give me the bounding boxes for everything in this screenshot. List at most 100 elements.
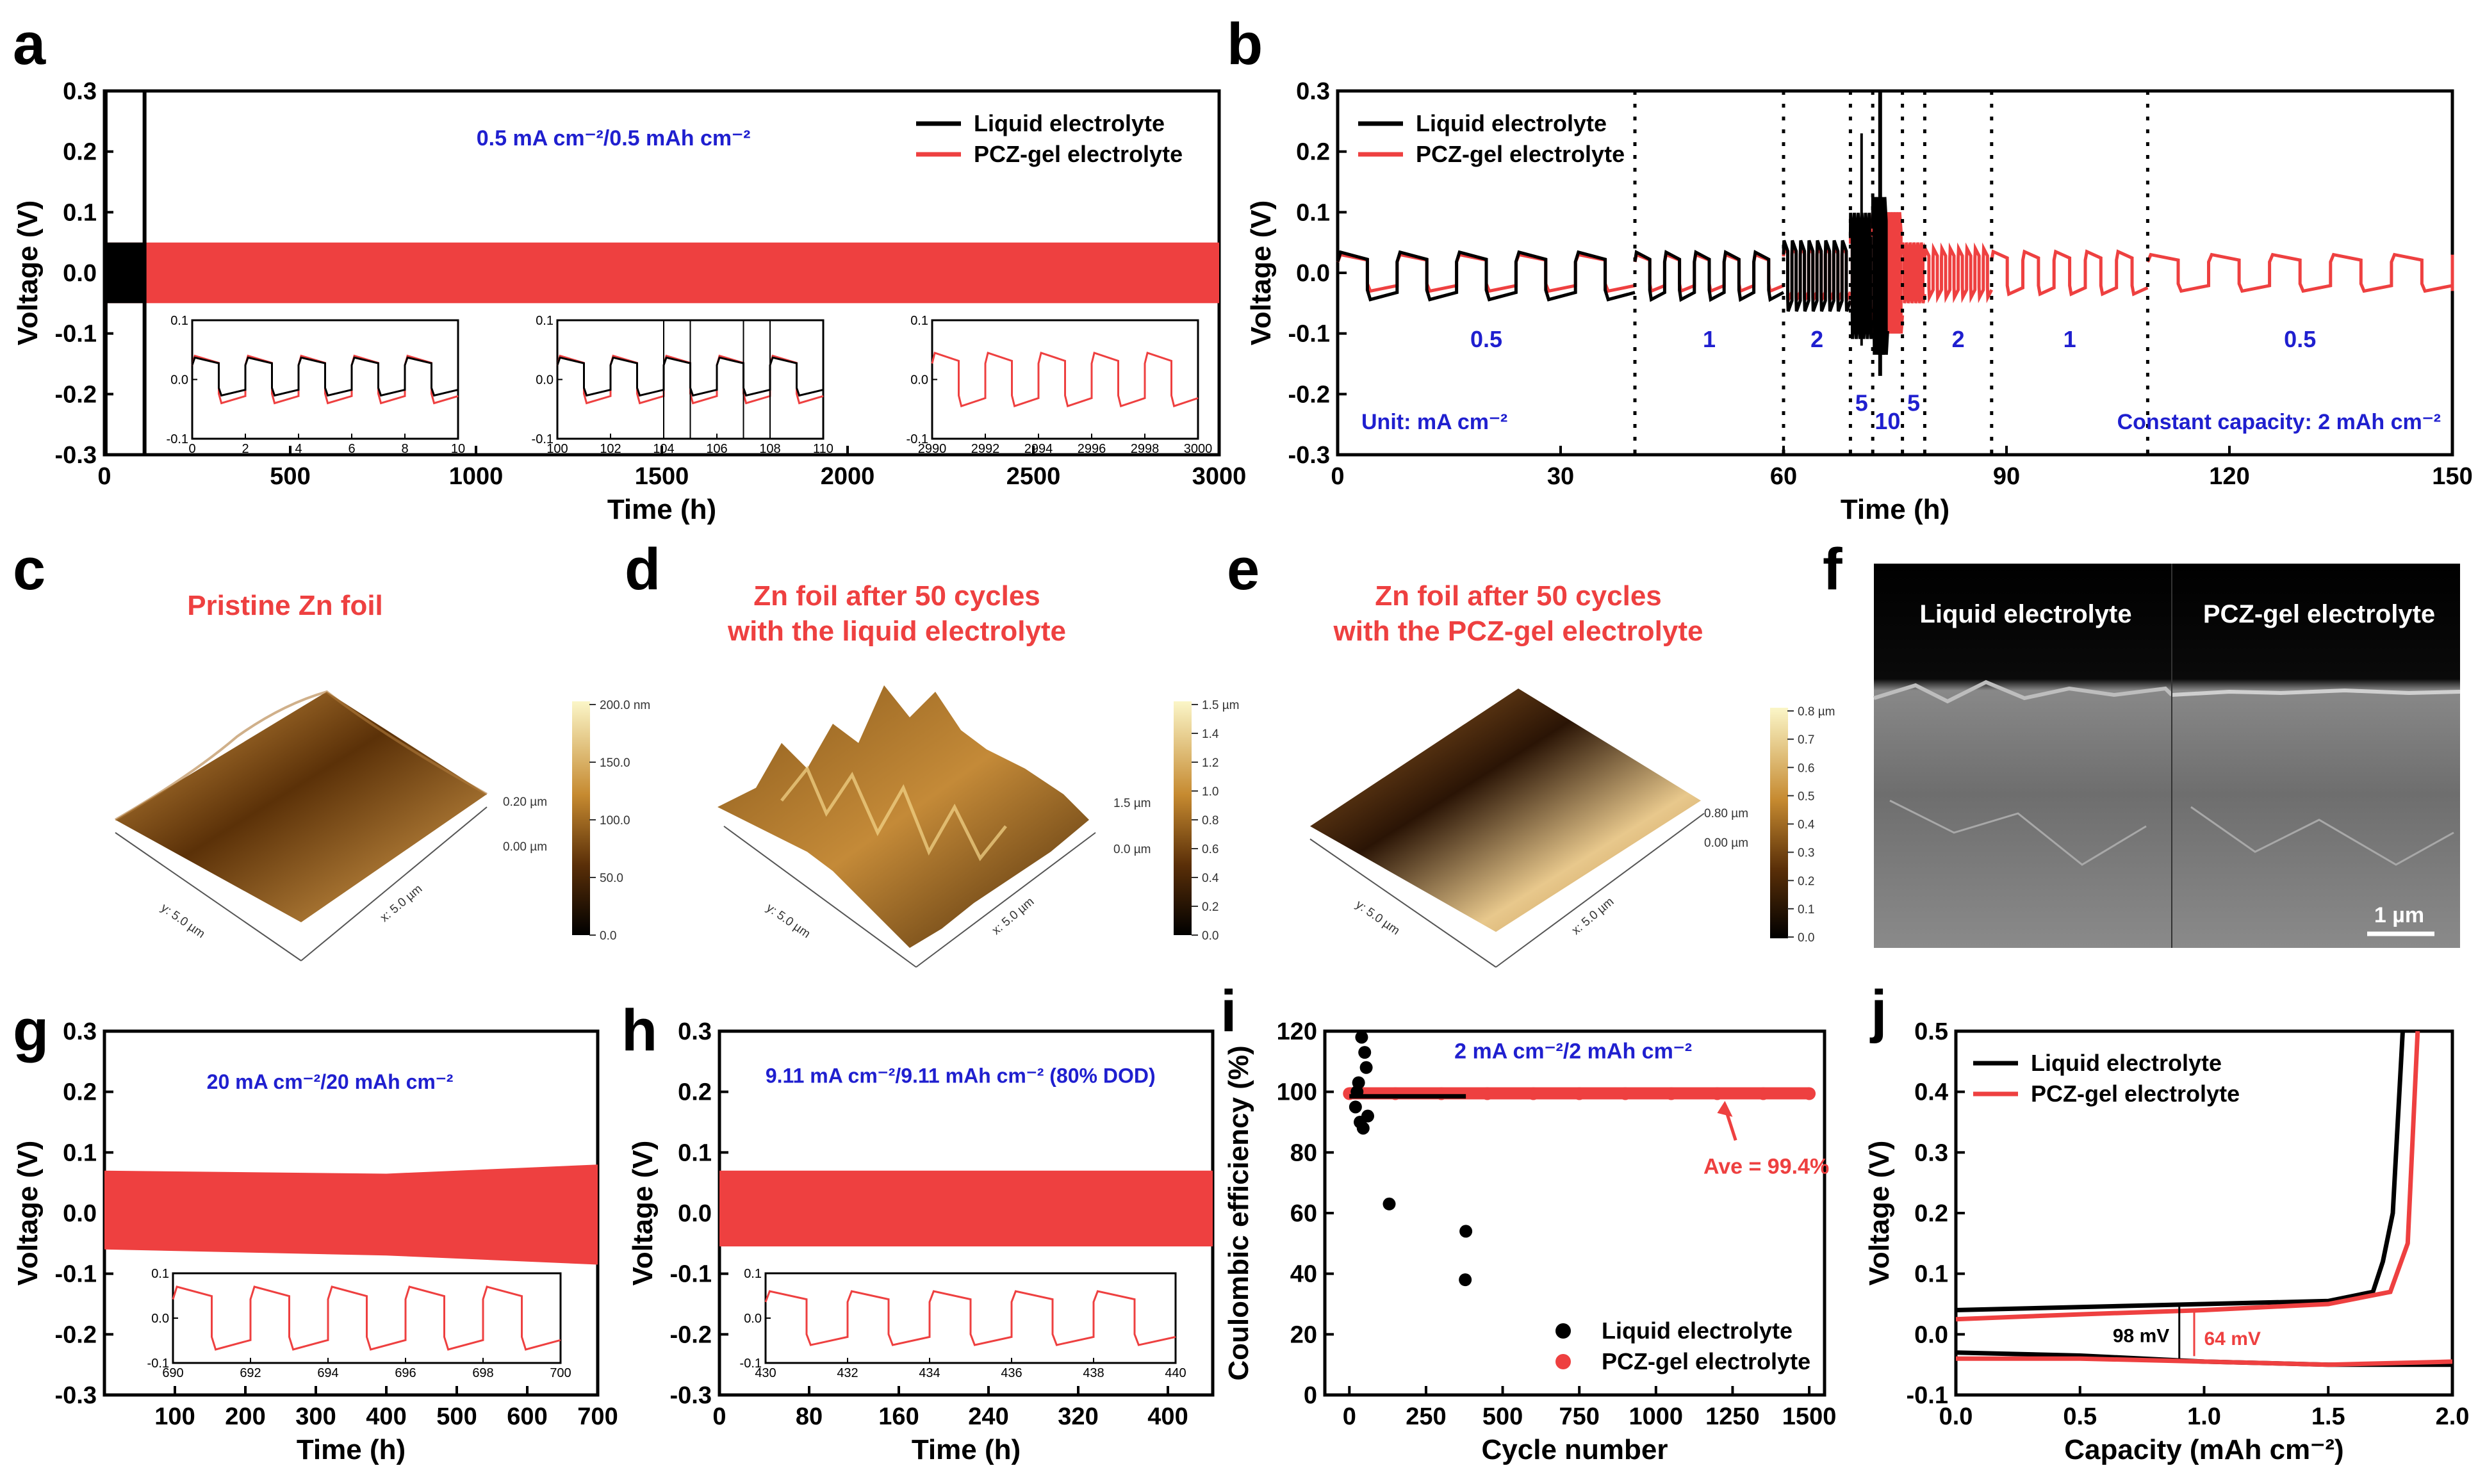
legend-label: Liquid electrolyte: [1416, 110, 1607, 136]
colorbar-tick-label: 0.4: [1202, 872, 1219, 885]
afm-title-e-line1: Zn foil after 50 cycles: [1375, 580, 1662, 612]
x-axis-title: Time (h): [297, 1434, 406, 1465]
x-tick-label: 1250: [1705, 1403, 1760, 1430]
sem-cross-section-left: [1873, 680, 2174, 704]
panel-label-b: b: [1227, 12, 1263, 77]
liquid-ce-point: [1354, 1116, 1367, 1129]
x-tick-label: 250: [1406, 1403, 1446, 1430]
y-tick-label: 120: [1277, 1018, 1317, 1045]
colorbar-tick-label: 0.0: [1202, 929, 1218, 943]
y-tick-label: 80: [1290, 1139, 1317, 1166]
y-tick-label: 0.3: [1296, 78, 1330, 105]
inset-gel-trace: [172, 1285, 561, 1351]
afm-axis-y-c: [115, 832, 302, 961]
x-tick-label: 104: [653, 442, 674, 456]
rate-label: 1: [1703, 326, 1716, 352]
inset-a-1: 0 2 4 6 8 10 -0.1 0.0 0.1: [167, 314, 466, 456]
afm-y-label-c: y: 5.0 µm: [158, 901, 207, 941]
afm-x-label-c: x: 5.0 µm: [378, 882, 425, 925]
inset-g: 690 692 694 696 698 700 -0.1 0.0 0.1: [147, 1267, 571, 1380]
y-tick-label: 0.1: [1296, 199, 1330, 226]
x-tick-label: 80: [796, 1403, 823, 1430]
sem-texture: [1889, 799, 2454, 866]
legend-label: Liquid electrolyte: [1602, 1317, 1793, 1344]
y-tick-label: 0.3: [678, 1018, 712, 1045]
inset-a-3: 2990 2992 2994 2996 2998 3000 -0.1 0.0 0.1: [907, 314, 1213, 456]
afm-surface-e: [1310, 689, 1701, 932]
x-tick-label: 696: [395, 1366, 416, 1380]
gel-voltage-band: [719, 1170, 1213, 1247]
afm-y-label-d: y: 5.0 µm: [764, 901, 812, 941]
afm-axis-y-e: [1309, 838, 1497, 968]
y-axis-title: Voltage (V): [12, 1141, 44, 1286]
colorbar-tick-label: 50.0: [600, 872, 623, 885]
x-tick-label: 434: [919, 1366, 940, 1380]
x-tick-label: 1.5: [2311, 1403, 2345, 1430]
x-tick-label: 692: [240, 1366, 261, 1380]
afm-x-label-d: x: 5.0 µm: [990, 895, 1037, 938]
colorbar-c: [572, 701, 590, 935]
x-axis-title: Time (h): [607, 494, 716, 525]
y-axis-title: Voltage (V): [627, 1141, 659, 1286]
afm-axis-x-d: [915, 832, 1096, 968]
chart-i-coulombic-efficiency: 0 250 500 750 1000 1250 1500 0 20 40 60 80 100 120 Cyc…: [1223, 1018, 1836, 1465]
y-tick-label: 0.0: [151, 1312, 169, 1326]
y-tick-label: 0.3: [63, 78, 97, 105]
y-axis-title: Voltage (V): [1864, 1141, 1895, 1286]
charge-curve: [1955, 1031, 2405, 1312]
x-tick-label: 110: [813, 442, 833, 456]
colorbar-e: [1770, 708, 1788, 938]
colorbar-tick-label: 1.5 µm: [1202, 699, 1239, 712]
rate-label: 0.5: [1470, 326, 1502, 352]
legend-label: PCZ-gel electrolyte: [1602, 1348, 1810, 1374]
afm-axis-x-c: [300, 806, 488, 961]
liquid-ce-point: [1359, 1061, 1373, 1074]
y-tick-label: 0.0: [536, 373, 554, 387]
x-tick-label: 200: [225, 1403, 265, 1430]
rate-label: 5: [1907, 390, 1920, 416]
gel-voltage-band: [104, 242, 1219, 304]
x-tick-label: 698: [472, 1366, 493, 1380]
x-tick-label: 0.0: [1939, 1403, 1973, 1430]
inset-gel-trace: [764, 1290, 1176, 1346]
rate-label: 0.5: [2284, 326, 2316, 352]
x-tick-label: 0: [1343, 1403, 1356, 1430]
afm-x-label-e: x: 5.0 µm: [1570, 895, 1617, 938]
liquid-ce-point: [1349, 1100, 1362, 1114]
gel-ce-point: [1664, 1087, 1678, 1100]
charge-curve: [1955, 1031, 2420, 1322]
liquid-ce-point: [1383, 1197, 1396, 1211]
y-tick-label: -0.1: [740, 1357, 762, 1371]
y-tick-label: 0.0: [678, 1200, 712, 1227]
x-tick-label: 1500: [635, 463, 689, 490]
unit-note: Unit: mA cm⁻²: [1361, 410, 1507, 434]
y-tick-label: 0.1: [151, 1267, 169, 1281]
colorbar-tick-label: 100.0: [600, 814, 630, 828]
y-tick-label: -0.3: [1288, 442, 1330, 469]
x-tick-label: 2990: [918, 442, 947, 456]
y-tick-label: 0.2: [1914, 1200, 1948, 1227]
gel-overpotential-label: 64 mV: [2204, 1328, 2261, 1349]
rate-label: 2: [1810, 326, 1823, 352]
x-tick-label: 438: [1083, 1366, 1104, 1380]
y-tick-label: -0.1: [55, 1261, 97, 1288]
afm-z-tick-d-top: 1.5 µm: [1113, 797, 1151, 810]
condition-annotation: 0.5 mA cm⁻²/0.5 mAh cm⁻²: [477, 126, 751, 151]
x-tick-label: 0: [188, 442, 195, 456]
y-tick-label: -0.1: [1907, 1382, 1948, 1409]
x-tick-label: 150: [2432, 463, 2472, 490]
x-tick-label: 0.5: [2063, 1403, 2097, 1430]
y-tick-label: 0.1: [536, 314, 554, 328]
colorbar-tick-label: 150.0: [600, 756, 630, 770]
chart-j-capacity-voltage: 0.0 0.5 1.0 1.5 2.0-0.10.00.10.20.30.40.5Cap…: [1864, 1018, 2469, 1465]
x-tick-label: 240: [968, 1403, 1008, 1430]
inset-a-2: 100 102 104 106 108 110 -0.1 0.0 0.1: [532, 314, 833, 456]
gel-ce-point: [1711, 1087, 1724, 1100]
y-tick-label: 100: [1277, 1079, 1317, 1106]
y-tick-label: 0.0: [63, 1200, 97, 1227]
legend-marker: [1555, 1323, 1571, 1339]
x-tick-label: 750: [1559, 1403, 1599, 1430]
afm-axis-y-d: [723, 826, 917, 968]
y-tick-label: 0.4: [1914, 1079, 1948, 1106]
y-tick-label: 0.0: [1296, 260, 1330, 287]
